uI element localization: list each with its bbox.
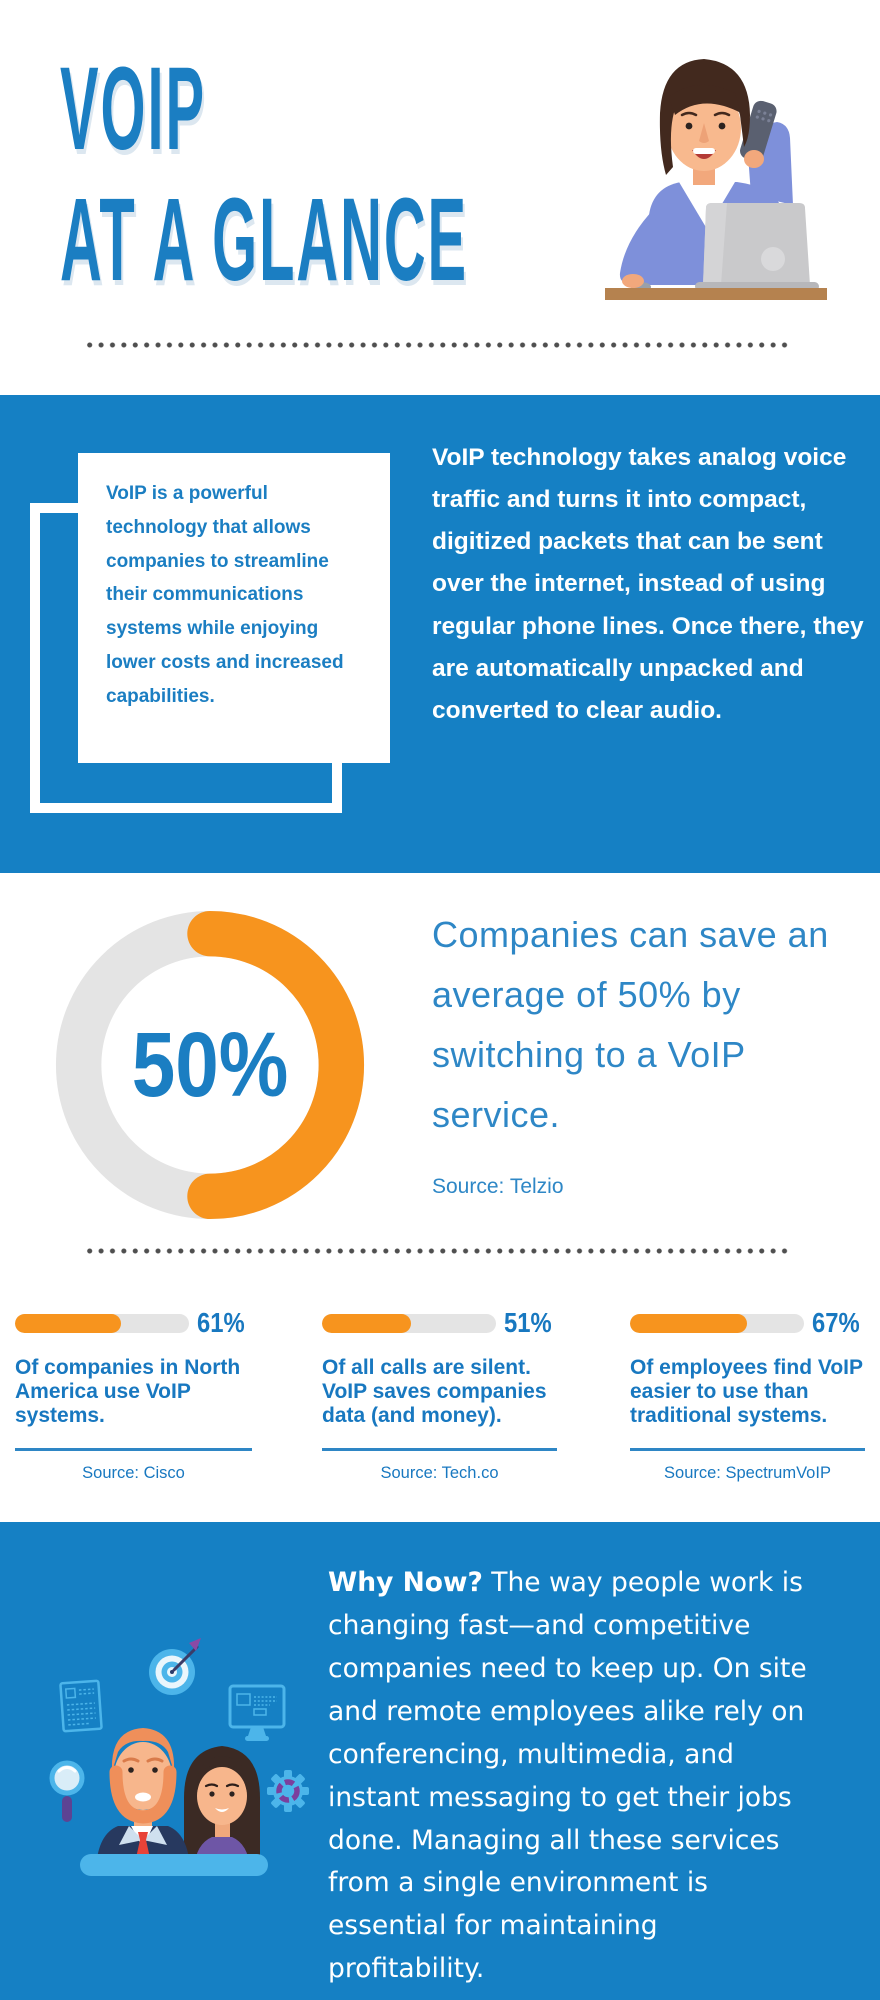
stat-percentage: 61%: [197, 1307, 245, 1338]
stat-card-ease-of-use: 67% Of employees find VoIP easier to use…: [630, 1300, 865, 1483]
woman-figure: [184, 1746, 260, 1868]
stat-bar-row: 61%: [15, 1303, 252, 1343]
stat-source: Source: Tech.co: [380, 1464, 499, 1483]
target-icon: [149, 1638, 201, 1695]
stat-underline: [322, 1448, 557, 1452]
document-icon: [59, 1679, 103, 1733]
stat-bar-row: 51%: [322, 1303, 557, 1343]
desk: [80, 1854, 268, 1876]
stat-progress-track: [630, 1313, 804, 1333]
stat-progress-track: [322, 1313, 496, 1333]
stat-description: Of all calls are silent. VoIP saves comp…: [322, 1356, 547, 1428]
why-now-body: The way people work is changing fast—and…: [328, 1567, 807, 1985]
stat-description: Of companies in North America use VoIP s…: [15, 1356, 241, 1428]
stat-percentage: 67%: [812, 1307, 860, 1338]
intro-callout-box: VoIP is a powerful technology that allow…: [78, 453, 390, 763]
woman-on-phone-illustration: [565, 35, 835, 305]
stat-card-silent-calls: 51% Of all calls are silent. VoIP saves …: [322, 1300, 557, 1483]
dotted-divider-middle: [84, 1248, 790, 1254]
magnifier-icon: [49, 1760, 85, 1822]
why-now-section: Why Now? The way people work is changing…: [0, 1522, 880, 2000]
monitor-icon: [228, 1684, 286, 1741]
coworkers-illustration: [20, 1620, 350, 1987]
stat-progress-fill: [322, 1313, 411, 1333]
intro-callout-text: VoIP is a powerful technology that allow…: [106, 483, 344, 707]
savings-source: Source: Telzio: [432, 1175, 564, 1199]
stat-percentage: 51%: [504, 1307, 552, 1338]
dotted-divider-top: [84, 342, 790, 348]
gear-icon: [267, 1770, 309, 1812]
stat-source: Source: Cisco: [82, 1464, 185, 1483]
page-title-line-2: AT A GLANCE: [60, 174, 469, 306]
stat-bar-row: 67%: [630, 1303, 865, 1343]
stat-card-north-america: 61% Of companies in North America use Vo…: [15, 1300, 252, 1483]
savings-heading: Companies can save an average of 50% by …: [432, 914, 829, 1136]
intro-section: VoIP is a powerful technology that allow…: [0, 395, 880, 873]
why-now-paragraph: Why Now? The way people work is changing…: [328, 1562, 820, 1991]
stat-description: Of employees find VoIP easier to use tha…: [630, 1356, 863, 1428]
intro-paragraph: VoIP technology takes analog voice traff…: [432, 444, 864, 724]
stat-progress-fill: [630, 1313, 747, 1333]
why-now-lead: Why Now?: [328, 1567, 483, 1598]
stat-source: Source: SpectrumVoIP: [664, 1464, 831, 1483]
savings-donut-chart: 50%: [52, 907, 368, 1223]
stat-underline: [15, 1448, 252, 1452]
stat-progress-track: [15, 1313, 189, 1333]
donut-center-label: 50%: [131, 1013, 289, 1116]
stat-underline: [630, 1448, 865, 1452]
stats-row: 61% Of companies in North America use Vo…: [0, 1300, 880, 1510]
page-title-line-1: VOIP: [60, 43, 207, 175]
stat-progress-fill: [15, 1313, 122, 1333]
savings-text-block: Companies can save an average of 50% by …: [432, 905, 866, 1199]
donut-progress-arc: [187, 910, 365, 1220]
man-figure: [96, 1728, 190, 1868]
